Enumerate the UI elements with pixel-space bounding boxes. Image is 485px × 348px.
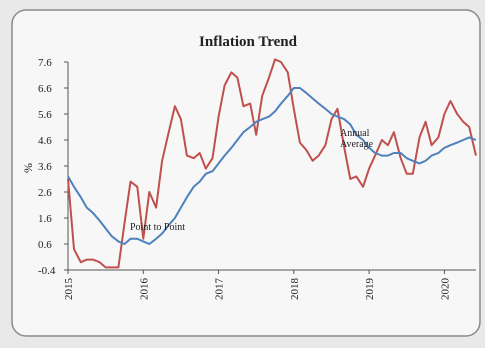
x-tick-label: 2018 — [289, 278, 301, 301]
y-axis-label: % — [21, 163, 35, 173]
data-line — [67, 87, 477, 245]
data-line — [67, 58, 477, 269]
annotation: Point to Point — [130, 222, 186, 233]
y-tick-label: 5.6 — [38, 109, 52, 121]
y-tick-label: 3.6 — [38, 161, 52, 173]
chart-title: Inflation Trend — [199, 34, 298, 50]
y-tick-label: 2.6 — [38, 187, 52, 199]
y-tick-label: 4.6 — [38, 135, 52, 147]
x-tick-label: 2017 — [214, 278, 226, 301]
y-tick-label: 1.6 — [38, 213, 52, 225]
x-tick-label: 2016 — [138, 278, 150, 301]
x-tick-label: 2020 — [439, 278, 451, 301]
y-tick-label: -0.4 — [38, 265, 56, 277]
chart-frame — [11, 9, 481, 337]
annotation: Annual Average — [340, 128, 374, 150]
x-tick-label: 2019 — [364, 278, 376, 301]
y-tick-label: 0.6 — [38, 239, 52, 251]
x-tick-label: 2015 — [63, 278, 75, 301]
y-tick-label: 7.6 — [38, 57, 52, 69]
y-tick-label: 6.6 — [38, 83, 52, 95]
